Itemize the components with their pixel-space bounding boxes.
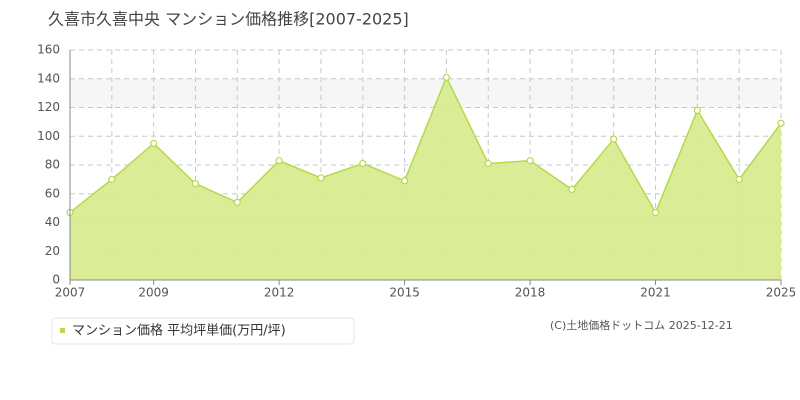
point bbox=[191, 180, 200, 188]
point bbox=[275, 157, 283, 165]
x-tick-label: 2012 bbox=[264, 286, 295, 300]
point bbox=[442, 73, 451, 81]
y-tick-label: 80 bbox=[45, 158, 60, 172]
point bbox=[233, 198, 241, 206]
chart-title: 久喜市久喜中央 マンション価格推移[2007-2025] bbox=[48, 10, 409, 29]
y-tick-label: 140 bbox=[37, 71, 60, 85]
point bbox=[693, 106, 701, 114]
y-tick-label: 120 bbox=[37, 100, 60, 114]
point bbox=[610, 135, 618, 143]
area-fill bbox=[70, 77, 781, 280]
x-tick-label: 2009 bbox=[138, 286, 169, 300]
x-tick-label: 2018 bbox=[515, 286, 546, 300]
point bbox=[108, 175, 116, 183]
point bbox=[150, 139, 158, 148]
y-tick-label: 20 bbox=[45, 244, 60, 258]
x-tick-label: 2021 bbox=[640, 286, 671, 300]
y-tick-label: 0 bbox=[52, 273, 60, 287]
point bbox=[526, 157, 534, 165]
point bbox=[735, 175, 743, 183]
point bbox=[777, 119, 785, 127]
point bbox=[651, 208, 660, 217]
point bbox=[568, 185, 576, 194]
line bbox=[69, 75, 782, 215]
y-tick-label: 160 bbox=[37, 43, 60, 57]
point bbox=[400, 177, 409, 185]
point bbox=[317, 174, 325, 182]
x-tick-label: 2007 bbox=[55, 286, 86, 300]
legend-box bbox=[51, 317, 355, 345]
x-tick-label: 2015 bbox=[389, 286, 420, 300]
point bbox=[484, 159, 492, 168]
y-tick-label: 40 bbox=[45, 215, 60, 229]
y-tick-label: 60 bbox=[45, 186, 60, 200]
legend-swatch bbox=[60, 328, 65, 333]
source: (C)土地価格ドットコム 2025-12-21 bbox=[550, 318, 733, 332]
y-tick-label: 100 bbox=[37, 129, 60, 143]
legend-label: マンション価格 平均坪単価(万円/坪) bbox=[72, 323, 286, 339]
plot-band bbox=[70, 78, 781, 108]
x-tick-label: 2025 bbox=[766, 286, 797, 300]
point bbox=[359, 159, 367, 168]
